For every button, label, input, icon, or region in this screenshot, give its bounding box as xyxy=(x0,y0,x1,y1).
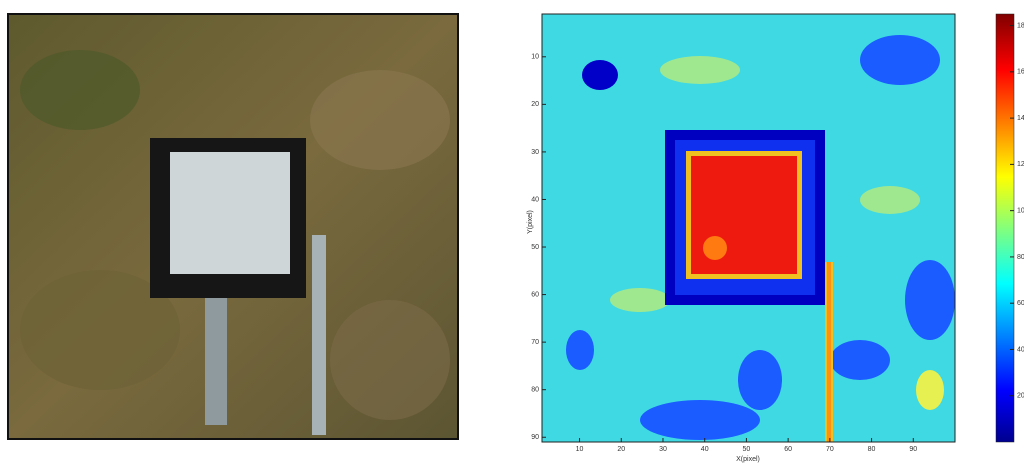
y-tick-label: 10 xyxy=(531,54,539,61)
y-tick-label: 70 xyxy=(531,339,539,346)
colorbar-tick-label: 40 xyxy=(1017,346,1024,353)
colorbar-tick-label: 100 xyxy=(1017,207,1024,214)
y-tick-label: 90 xyxy=(531,434,539,441)
colorbar-tick-label: 140 xyxy=(1017,115,1024,122)
x-tick-label: 40 xyxy=(701,446,709,453)
colorbar-tick-label: 160 xyxy=(1017,69,1024,76)
y-tick-label: 40 xyxy=(531,196,539,203)
x-tick-label: 10 xyxy=(576,446,584,453)
colorbar-tick-label: 120 xyxy=(1017,161,1024,168)
y-tick-label: 20 xyxy=(531,101,539,108)
x-tick-label: 20 xyxy=(617,446,625,453)
y-tick-label: 80 xyxy=(531,387,539,394)
x-tick-label: 30 xyxy=(659,446,667,453)
colorbar-tick-label: 20 xyxy=(1017,393,1024,400)
y-tick-label: 30 xyxy=(531,149,539,156)
y-axis-label: Y(pixel) xyxy=(527,210,534,234)
x-tick-label: 70 xyxy=(826,446,834,453)
x-axis-label: X(pixel) xyxy=(736,456,760,463)
y-tick-label: 60 xyxy=(531,291,539,298)
x-tick-label: 90 xyxy=(909,446,917,453)
colorbar-tick-label: 180 xyxy=(1017,22,1024,29)
colorbar-tick-label: 60 xyxy=(1017,300,1024,307)
x-tick-label: 50 xyxy=(743,446,751,453)
photo xyxy=(7,13,459,440)
x-tick-label: 60 xyxy=(784,446,792,453)
contour-field xyxy=(542,14,955,442)
x-tick-label: 80 xyxy=(868,446,876,453)
y-tick-label: 50 xyxy=(531,244,539,251)
colorbar-tick-label: 80 xyxy=(1017,254,1024,261)
plot-frame xyxy=(541,13,956,443)
colorbar xyxy=(995,13,1015,443)
